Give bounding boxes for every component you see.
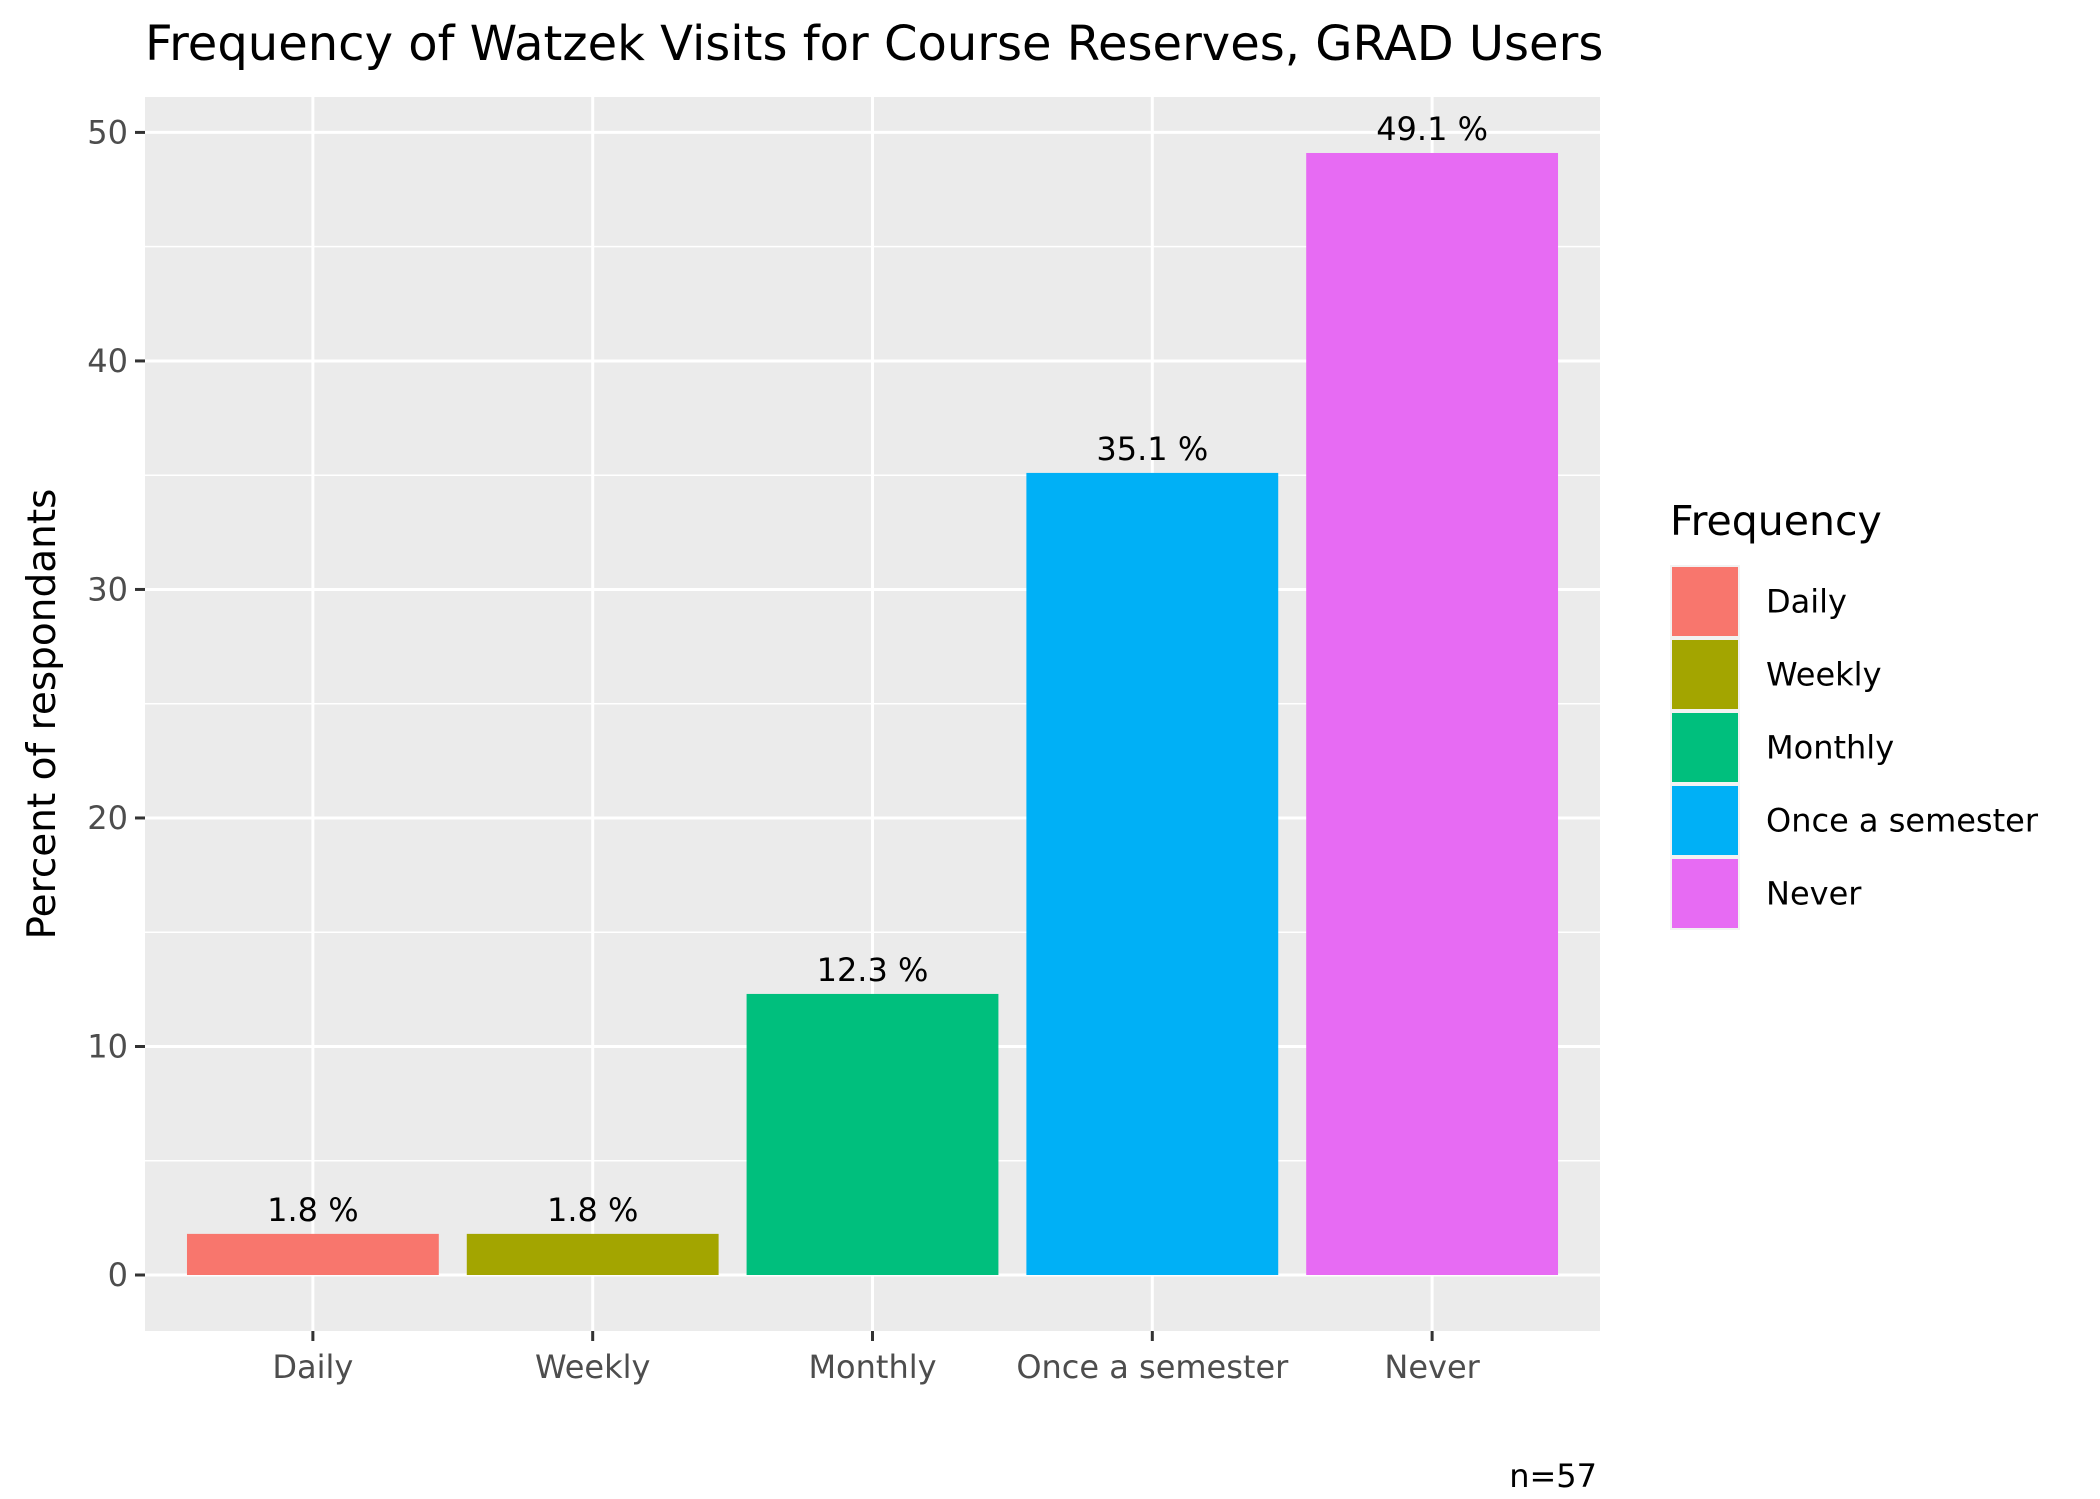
y-tick-label: 20 bbox=[87, 799, 128, 837]
legend-swatch bbox=[1672, 713, 1738, 782]
y-tick-label: 30 bbox=[87, 570, 128, 608]
data-label: 35.1 % bbox=[1096, 430, 1208, 468]
data-label: 1.8 % bbox=[547, 1191, 638, 1229]
x-tick-label: Weekly bbox=[535, 1348, 651, 1386]
x-axis: Daily Weekly Monthly Once a semester Never bbox=[272, 1331, 1481, 1386]
x-tick-label: Monthly bbox=[808, 1348, 936, 1386]
bars bbox=[186, 152, 1559, 1276]
caption: n=57 bbox=[1509, 1457, 1597, 1495]
y-axis-label: Percent of respondants bbox=[20, 489, 65, 940]
legend-swatch bbox=[1672, 786, 1738, 855]
x-tick-label: Once a semester bbox=[1016, 1348, 1289, 1386]
legend-item-label: Monthly bbox=[1766, 729, 1894, 767]
legend-swatch bbox=[1672, 859, 1738, 928]
bar bbox=[1026, 472, 1279, 1276]
y-tick-label: 40 bbox=[87, 342, 128, 380]
y-tick-label: 50 bbox=[87, 113, 128, 151]
bar bbox=[186, 1233, 439, 1276]
legend-item-label: Weekly bbox=[1766, 656, 1882, 694]
y-tick-label: 0 bbox=[108, 1256, 128, 1294]
data-labels: 1.8 % 1.8 % 12.3 % 35.1 % 49.1 % bbox=[267, 110, 1488, 1229]
legend-swatch bbox=[1672, 640, 1738, 709]
y-axis: 0 10 20 30 40 50 bbox=[87, 113, 145, 1294]
legend-title: Frequency bbox=[1670, 497, 1882, 545]
data-label: 49.1 % bbox=[1376, 110, 1488, 148]
legend-swatch bbox=[1672, 567, 1738, 636]
legend-item-label: Once a semester bbox=[1766, 802, 2039, 840]
data-label: 12.3 % bbox=[817, 951, 929, 989]
chart-title: Frequency of Watzek Visits for Course Re… bbox=[145, 16, 1603, 72]
bar bbox=[746, 993, 999, 1276]
legend-item-label: Daily bbox=[1766, 583, 1847, 621]
bar bbox=[466, 1233, 719, 1276]
data-label: 1.8 % bbox=[267, 1191, 358, 1229]
x-tick-label: Never bbox=[1384, 1348, 1480, 1386]
y-tick-label: 10 bbox=[87, 1027, 128, 1065]
x-tick-label: Daily bbox=[272, 1348, 353, 1386]
legend: Frequency Daily Weekly Monthly Once a semes… bbox=[1670, 497, 2039, 930]
legend-item-label: Never bbox=[1766, 875, 1862, 913]
bar bbox=[1306, 152, 1559, 1276]
